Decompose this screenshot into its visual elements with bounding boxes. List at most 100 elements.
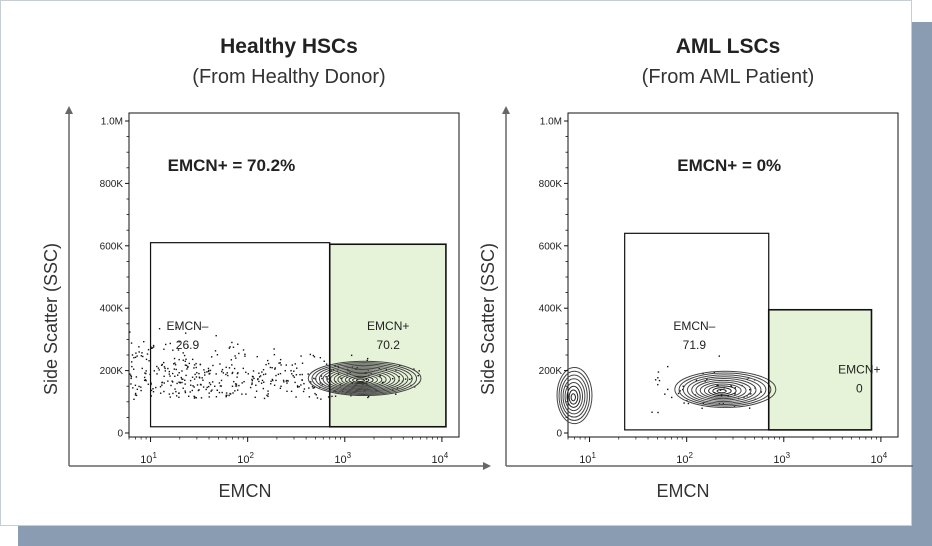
contour-ring <box>344 374 378 386</box>
event-dot <box>231 364 233 366</box>
event-dot <box>220 385 223 387</box>
event-dot <box>182 378 184 380</box>
event-dot <box>235 383 238 385</box>
emcn-percent-annotation: EMCN+ = 70.2% <box>168 156 296 175</box>
event-dot <box>337 366 340 368</box>
event-dot <box>308 387 310 389</box>
figure-panel: Healthy HSCs (From Healthy Donor) Side Sca… <box>0 0 913 526</box>
event-dot <box>657 377 659 379</box>
contour-ring <box>699 381 747 400</box>
event-dot <box>307 373 309 375</box>
event-dot <box>190 384 192 386</box>
event-dot <box>156 373 158 375</box>
event-dot <box>161 363 164 366</box>
event-dot <box>193 397 196 399</box>
gate-name: EMCN– <box>166 319 208 333</box>
contour-ring <box>326 367 400 391</box>
event-dot <box>174 375 176 377</box>
event-dot <box>320 398 322 400</box>
event-dot <box>216 354 219 356</box>
event-dot <box>325 363 328 365</box>
event-dot <box>252 370 255 372</box>
event-dot <box>168 373 171 375</box>
event-dot <box>331 395 333 398</box>
event-dot <box>298 385 300 388</box>
event-dot <box>206 371 208 373</box>
event-dot <box>172 349 174 351</box>
event-dot <box>230 359 233 361</box>
y-tick-label: 1.0M <box>101 117 123 128</box>
x-axis-label: EMCN <box>657 481 710 501</box>
event-dot <box>303 382 305 385</box>
event-dot <box>235 385 238 387</box>
density-contour <box>674 370 777 408</box>
event-dot <box>272 379 274 382</box>
event-dot <box>253 377 255 380</box>
event-dot <box>275 379 277 382</box>
event-dot <box>657 371 660 373</box>
event-dot <box>294 363 297 365</box>
gate-value: 70.2 <box>377 338 401 352</box>
event-dot <box>367 396 369 399</box>
event-dot <box>173 363 175 365</box>
event-dot <box>238 352 240 355</box>
x-tick-label: 104 <box>432 451 449 466</box>
event-dot <box>279 372 282 375</box>
event-dot <box>255 384 257 386</box>
x-tick-label: 102 <box>676 451 693 466</box>
event-dot <box>184 332 187 334</box>
event-dot <box>293 376 296 378</box>
event-dot <box>219 363 221 365</box>
event-dot <box>285 364 287 366</box>
gate-outline-2 <box>328 243 447 428</box>
event-dot <box>261 379 264 382</box>
event-dot <box>284 370 286 372</box>
event-dot <box>670 396 673 399</box>
event-dot <box>155 386 157 389</box>
event-dot <box>314 392 316 395</box>
event-dot <box>191 389 194 392</box>
event-dot <box>193 395 195 398</box>
event-dot <box>183 354 186 357</box>
event-dot <box>299 373 301 376</box>
event-dot <box>229 392 231 395</box>
event-dot <box>713 371 716 373</box>
event-dot <box>264 373 267 375</box>
event-dot <box>136 355 138 357</box>
event-dot <box>664 393 666 395</box>
event-dot <box>273 384 276 386</box>
event-dot <box>325 375 327 378</box>
y-tick-label: 200K <box>100 366 124 377</box>
y-tick-label: 0 <box>117 429 123 440</box>
event-dot <box>143 340 145 343</box>
event-dot <box>145 358 148 361</box>
event-dot <box>251 383 253 386</box>
event-dot <box>244 353 246 356</box>
event-dot <box>167 380 169 382</box>
event-dot <box>734 393 736 395</box>
x-tick-exponent: 1 <box>152 451 157 460</box>
event-dot <box>234 355 236 357</box>
event-dot <box>165 343 167 346</box>
event-dot <box>292 374 294 377</box>
event-dot <box>231 372 233 375</box>
y-tick-label: 600K <box>100 241 124 252</box>
event-dot <box>236 389 239 391</box>
x-axis-arrowhead <box>483 462 491 470</box>
event-dot <box>249 386 252 389</box>
event-dot <box>293 370 295 372</box>
event-dot <box>313 356 316 358</box>
event-dot <box>702 402 705 404</box>
event-dot <box>174 388 176 390</box>
event-dot <box>138 385 140 388</box>
event-dot <box>194 396 196 398</box>
event-dot <box>718 355 720 357</box>
event-dot <box>271 378 274 381</box>
event-dot <box>205 388 207 391</box>
event-dot <box>143 376 146 379</box>
event-dot <box>295 374 298 376</box>
event-dot <box>142 355 144 358</box>
gate-outline-2 <box>767 308 873 431</box>
chart-subtitle: (From Healthy Donor) <box>192 66 385 88</box>
event-dot <box>267 362 270 365</box>
